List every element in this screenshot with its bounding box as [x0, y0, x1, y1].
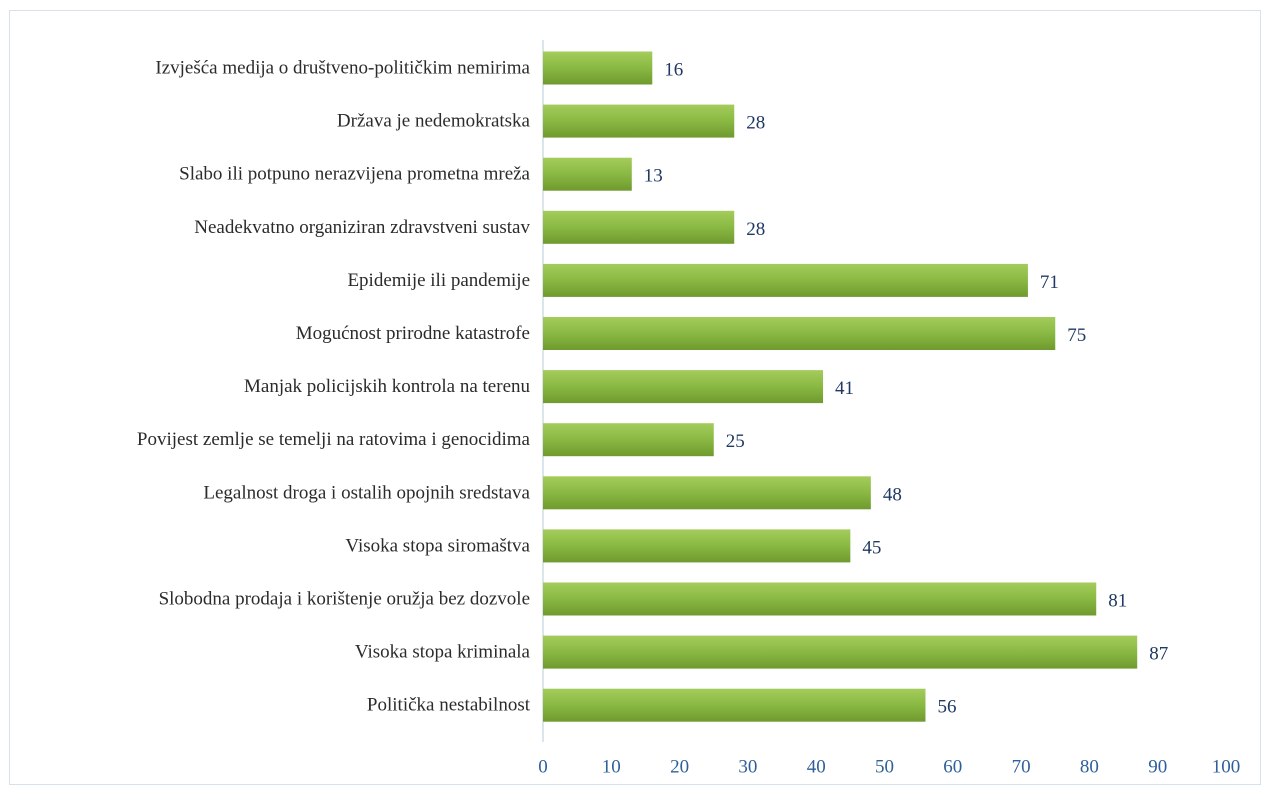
value-label: 56 — [937, 697, 956, 718]
value-label: 45 — [862, 537, 881, 558]
bar — [543, 104, 735, 138]
bar — [543, 476, 871, 510]
category-label: Povijest zemlje se temelji na ratovima i… — [137, 429, 531, 450]
bar — [543, 263, 1028, 297]
category-label: Izvješća medija o društveno-političkim n… — [155, 58, 530, 79]
chart-frame — [9, 10, 1261, 785]
category-label: Slabo ili potpuno nerazvijena prometna m… — [179, 164, 530, 185]
value-label: 16 — [664, 60, 683, 81]
value-label: 28 — [746, 113, 765, 134]
category-labels: Izvješća medija o društveno-političkim n… — [137, 58, 531, 716]
category-label: Visoka stopa siromaštva — [345, 535, 530, 556]
x-tick-label: 90 — [1148, 757, 1167, 778]
bar — [543, 423, 714, 457]
bar — [543, 370, 824, 404]
category-label: Politička nestabilnost — [367, 695, 531, 716]
x-tick-label: 30 — [738, 757, 757, 778]
bars-layer — [543, 51, 1138, 722]
value-label: 75 — [1067, 325, 1086, 346]
value-label: 71 — [1040, 272, 1059, 293]
value-label: 28 — [746, 219, 765, 240]
category-label: Država je nedemokratska — [337, 111, 531, 132]
x-tick-label: 60 — [943, 757, 962, 778]
x-axis-ticks: 0 10 20 30 40 50 60 70 80 90 100 — [538, 757, 1240, 778]
category-label: Mogućnost prirodne katastrofe — [296, 323, 530, 344]
bar — [543, 157, 632, 191]
category-label: Neadekvatno organiziran zdravstveni sust… — [194, 217, 530, 238]
value-label: 25 — [726, 431, 745, 452]
x-tick-label: 50 — [875, 757, 894, 778]
category-label: Epidemije ili pandemije — [347, 270, 530, 291]
bar — [543, 317, 1056, 350]
value-labels: 16 28 13 28 71 75 41 25 48 45 81 87 56 — [644, 60, 1168, 718]
bar — [543, 635, 1138, 669]
value-label: 87 — [1149, 644, 1168, 665]
bar — [543, 582, 1097, 616]
category-label: Manjak policijskih kontrola na terenu — [244, 376, 530, 397]
bar — [543, 688, 926, 722]
bar — [543, 51, 653, 85]
x-tick-label: 20 — [670, 757, 689, 778]
value-label: 41 — [835, 378, 854, 399]
category-label: Legalnost droga i ostalih opojnih sredst… — [203, 482, 530, 503]
x-tick-label: 0 — [538, 757, 548, 778]
bar — [543, 529, 851, 563]
x-tick-label: 100 — [1212, 757, 1241, 778]
value-label: 48 — [883, 484, 902, 505]
value-label: 81 — [1108, 591, 1127, 612]
value-label: 13 — [644, 166, 663, 187]
x-tick-label: 80 — [1080, 757, 1099, 778]
x-tick-label: 10 — [602, 757, 621, 778]
x-tick-label: 40 — [807, 757, 826, 778]
category-label: Slobodna prodaja i korištenje oružja bez… — [159, 589, 530, 610]
category-label: Visoka stopa kriminala — [355, 642, 531, 663]
x-tick-label: 70 — [1012, 757, 1031, 778]
bar — [543, 210, 735, 244]
